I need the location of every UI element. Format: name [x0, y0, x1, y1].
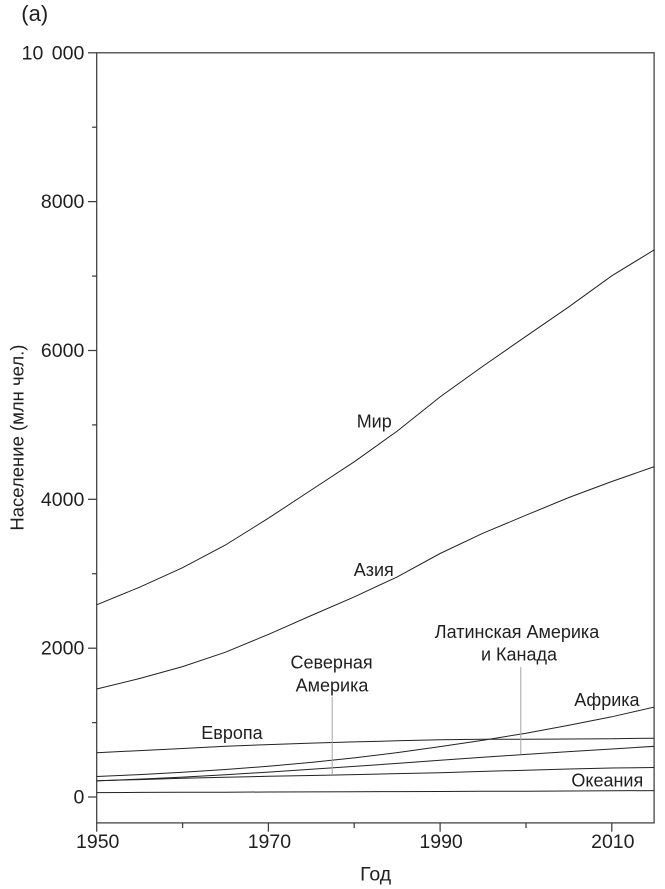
- svg-text:8000: 8000: [41, 191, 85, 213]
- svg-text:1990: 1990: [419, 831, 463, 853]
- svg-text:2010: 2010: [591, 831, 635, 853]
- svg-text:и Канада: и Канада: [481, 645, 558, 665]
- svg-text:(a): (a): [21, 1, 48, 26]
- svg-text:4000: 4000: [41, 489, 85, 511]
- svg-text:0: 0: [73, 787, 84, 809]
- svg-text:Мир: Мир: [357, 411, 392, 431]
- svg-text:1970: 1970: [248, 831, 292, 853]
- svg-text:Америка: Америка: [296, 676, 370, 696]
- svg-text:Латинская Америка: Латинская Америка: [435, 622, 600, 642]
- svg-text:Азия: Азия: [354, 560, 394, 580]
- svg-text:2000: 2000: [41, 638, 85, 660]
- svg-text:Население (млн чел.): Население (млн чел.): [7, 345, 28, 531]
- svg-text:6000: 6000: [41, 340, 85, 362]
- svg-text:Океания: Океания: [571, 770, 643, 790]
- svg-text:1950: 1950: [76, 831, 120, 853]
- svg-text:Африка: Африка: [574, 690, 640, 710]
- svg-text:Северная: Северная: [291, 652, 373, 672]
- svg-text:Европа: Европа: [201, 723, 263, 743]
- svg-text:Год: Год: [360, 864, 392, 886]
